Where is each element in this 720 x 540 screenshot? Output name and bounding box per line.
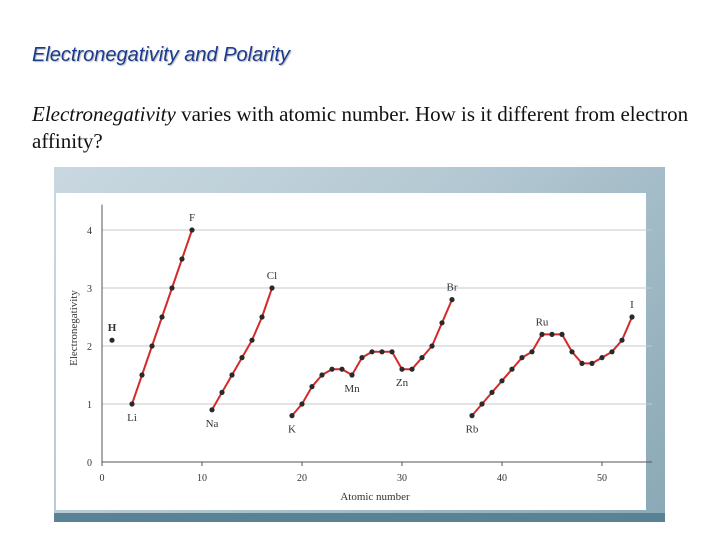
- data-point: [369, 349, 375, 355]
- data-point: [269, 285, 275, 291]
- plot-panel: [56, 193, 646, 510]
- data-point: [209, 407, 215, 413]
- body-text: varies with atomic number. How is it dif…: [32, 102, 689, 153]
- data-point: [239, 355, 245, 361]
- x-tick-label: 30: [397, 473, 407, 484]
- data-point: [329, 366, 335, 372]
- y-tick-label: 2: [87, 342, 92, 353]
- y-tick-label: 0: [87, 458, 92, 469]
- series-line-3: [291, 299, 453, 417]
- x-tick-label: 0: [100, 473, 105, 484]
- data-point: [389, 349, 395, 355]
- x-tick-label: 50: [597, 473, 607, 484]
- data-point: [419, 355, 425, 361]
- figure-bottom-bar: [54, 513, 665, 522]
- body-term: Electronegativity: [32, 102, 176, 126]
- data-point: [559, 331, 565, 337]
- data-point: [349, 372, 355, 378]
- data-point: [589, 360, 595, 366]
- element-label: Rb: [466, 424, 479, 436]
- y-axis-title: Electronegativity: [68, 290, 80, 366]
- data-point: [609, 349, 615, 355]
- data-point: [549, 331, 555, 337]
- slide-title: Electronegativity and Polarity: [32, 44, 290, 66]
- data-point: [429, 343, 435, 349]
- y-tick-label: 3: [87, 284, 92, 295]
- data-point: [439, 320, 445, 326]
- data-point: [289, 413, 295, 419]
- data-point: [259, 314, 265, 320]
- data-point: [529, 349, 535, 355]
- data-point: [519, 355, 525, 361]
- data-point: [629, 314, 635, 320]
- data-point: [539, 331, 545, 337]
- x-tick-label: 40: [497, 473, 507, 484]
- data-point: [319, 372, 325, 378]
- x-tick-label: 10: [197, 473, 207, 484]
- line-layer: [131, 229, 633, 417]
- element-label: F: [189, 212, 195, 224]
- element-label: Na: [206, 418, 219, 430]
- data-point: [229, 372, 235, 378]
- data-point: [179, 256, 185, 262]
- element-label: K: [288, 424, 296, 436]
- element-label: Br: [447, 282, 458, 294]
- element-label: H: [108, 322, 117, 334]
- data-point: [129, 401, 135, 407]
- data-point: [399, 366, 405, 372]
- data-point: [339, 366, 345, 372]
- element-label: I: [630, 299, 634, 311]
- data-point: [499, 378, 505, 384]
- data-point: [149, 343, 155, 349]
- data-point: [159, 314, 165, 320]
- data-point: [249, 337, 255, 343]
- slide-body: Electronegativity varies with atomic num…: [32, 101, 692, 155]
- data-point: [169, 285, 175, 291]
- data-point: [479, 401, 485, 407]
- data-point: [599, 355, 605, 361]
- data-point: [509, 366, 515, 372]
- data-point: [569, 349, 575, 355]
- x-axis-title: Atomic number: [340, 491, 410, 503]
- data-point: [469, 413, 475, 419]
- element-label: Ru: [536, 316, 549, 328]
- element-label: Zn: [396, 377, 409, 389]
- data-point: [359, 355, 365, 361]
- point-layer: [109, 227, 635, 419]
- series-line-4: [471, 316, 633, 417]
- data-point: [489, 389, 495, 395]
- data-point: [139, 372, 145, 378]
- x-tick-label: 20: [297, 473, 307, 484]
- data-point: [219, 389, 225, 395]
- element-label: Mn: [344, 383, 360, 395]
- y-tick-label: 4: [87, 226, 92, 237]
- element-label: Cl: [267, 270, 277, 282]
- data-point: [309, 384, 315, 390]
- data-point: [109, 337, 115, 343]
- data-point: [619, 337, 625, 343]
- y-tick-label: 1: [87, 400, 92, 411]
- data-point: [189, 227, 195, 233]
- element-label: Li: [127, 412, 137, 424]
- data-point: [299, 401, 305, 407]
- label-layer: H Li F Na Cl K Mn Zn Br Rb Ru I: [108, 212, 634, 436]
- data-point: [379, 349, 385, 355]
- data-point: [579, 360, 585, 366]
- grid-layer: [102, 229, 652, 405]
- data-point: [409, 366, 415, 372]
- data-point: [449, 297, 455, 303]
